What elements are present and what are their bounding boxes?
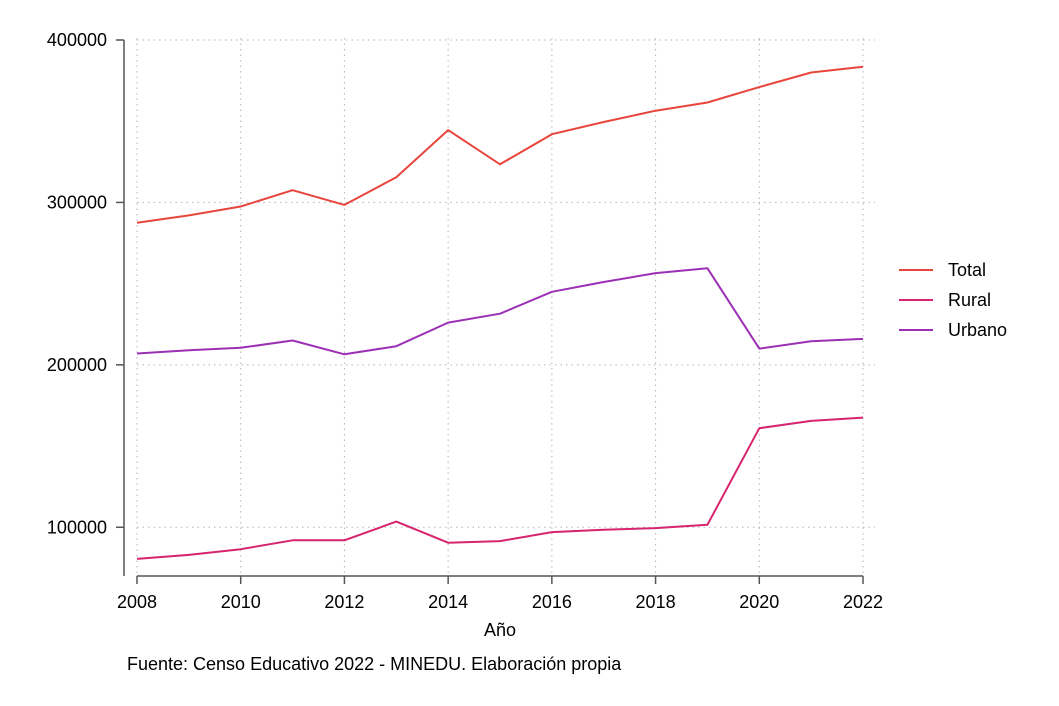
x-axis-title: Año	[484, 620, 516, 640]
source-note: Fuente: Censo Educativo 2022 - MINEDU. E…	[127, 654, 622, 674]
series-line-rural	[136, 416, 864, 560]
x-tick-label: 2020	[739, 592, 779, 612]
legend-label-total: Total	[948, 260, 986, 280]
y-tick-label: 300000	[47, 192, 107, 212]
x-tick-label: 2018	[636, 592, 676, 612]
x-tick-label: 2008	[117, 592, 157, 612]
series-lines	[136, 65, 864, 560]
y-tick-label: 200000	[47, 355, 107, 375]
axes: 100000 200000 300000 400000 2008 2010 2012 2014…	[47, 30, 883, 612]
y-tick-label: 100000	[47, 517, 107, 537]
grid-lines	[136, 38, 875, 576]
x-tick-label: 2010	[221, 592, 261, 612]
x-tick-label: 2016	[532, 592, 572, 612]
legend-label-rural: Rural	[948, 290, 991, 310]
x-tick-label: 2022	[843, 592, 883, 612]
series-line-total	[136, 65, 864, 224]
x-tick-label: 2014	[428, 592, 468, 612]
series-line-urbano	[136, 267, 864, 356]
legend-label-urbano: Urbano	[948, 320, 1007, 340]
x-tick-label: 2012	[324, 592, 364, 612]
y-tick-label: 400000	[47, 30, 107, 50]
legend: Total Rural Urbano	[899, 260, 1007, 340]
